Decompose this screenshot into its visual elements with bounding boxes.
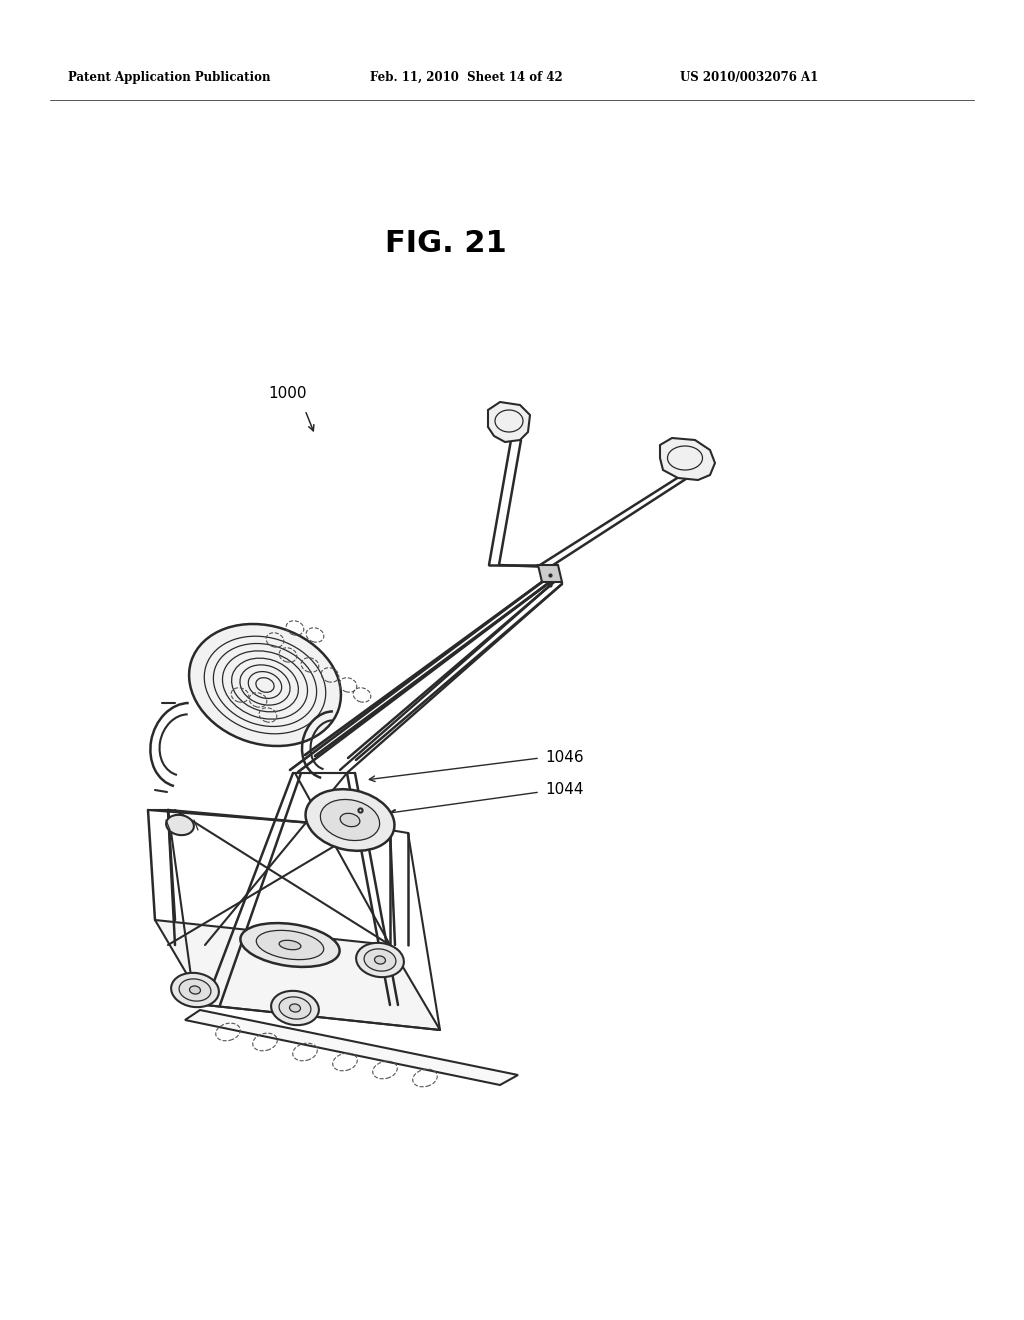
Ellipse shape [179,979,211,1001]
Ellipse shape [365,949,396,972]
Ellipse shape [305,789,394,851]
Ellipse shape [280,997,311,1019]
Polygon shape [488,403,530,442]
Polygon shape [155,920,440,1030]
Text: 1000: 1000 [268,385,306,400]
Polygon shape [660,438,715,480]
Ellipse shape [171,973,219,1007]
Ellipse shape [166,814,194,836]
Ellipse shape [189,624,341,746]
Ellipse shape [290,1005,300,1012]
Text: Feb. 11, 2010  Sheet 14 of 42: Feb. 11, 2010 Sheet 14 of 42 [370,70,563,83]
Text: 1044: 1044 [545,783,584,797]
Ellipse shape [256,931,324,960]
Ellipse shape [340,813,359,826]
Ellipse shape [271,991,318,1026]
Text: FIG. 21: FIG. 21 [385,228,507,257]
Ellipse shape [356,942,403,977]
Text: US 2010/0032076 A1: US 2010/0032076 A1 [680,70,818,83]
Text: 1046: 1046 [545,751,584,766]
Ellipse shape [241,923,340,968]
Ellipse shape [189,986,201,994]
Text: Patent Application Publication: Patent Application Publication [68,70,270,83]
Ellipse shape [321,800,380,841]
Ellipse shape [375,956,385,964]
Ellipse shape [280,940,301,949]
Polygon shape [538,565,562,582]
Polygon shape [185,1010,518,1085]
